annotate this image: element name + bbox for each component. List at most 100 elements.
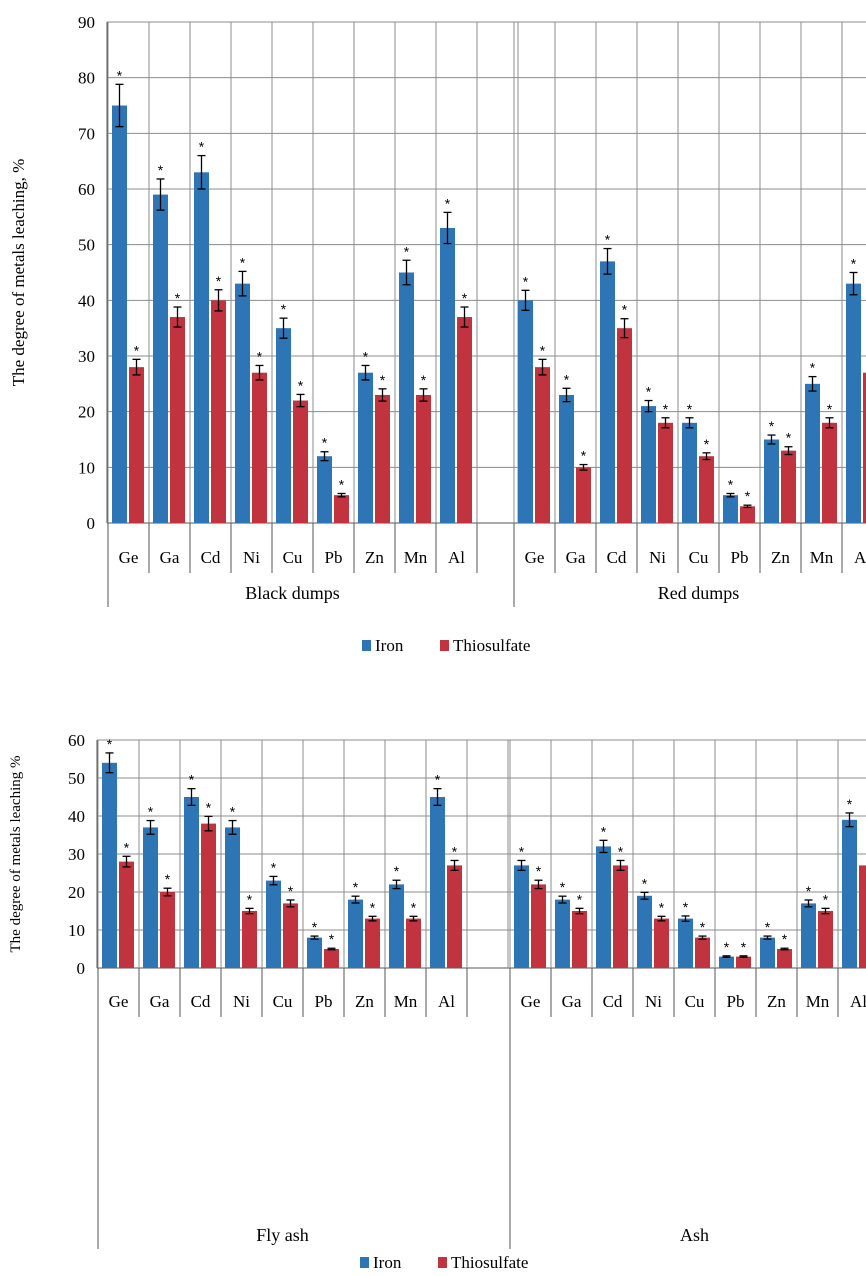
category-label: Cu [273,992,293,1011]
category-label: Cd [603,992,623,1011]
category-label: Mn [404,548,428,567]
category-label: Cd [607,548,627,567]
y-tick-label: 60 [78,180,95,199]
legend-swatch-thiosulfate [440,640,449,651]
significance-marker: * [605,232,611,248]
significance-marker: * [806,883,812,899]
bar-iron [430,797,445,968]
significance-marker: * [519,843,525,859]
significance-marker: * [322,435,328,451]
bar-thiosulfate [699,456,714,523]
significance-marker: * [380,372,386,388]
bar-thiosulfate [613,865,628,968]
category-label: Al [438,992,455,1011]
bar-iron [846,283,861,523]
significance-marker: * [124,839,130,855]
y-tick-label: 20 [78,403,95,422]
y-tick-label: 30 [78,347,95,366]
category-label: Pb [325,548,343,567]
significance-marker: * [230,804,236,820]
y-axis-title: The degree of metals leaching % [8,756,24,953]
bar-iron [760,937,775,968]
category-label: Mn [394,992,418,1011]
significance-marker: * [165,871,171,887]
category-label: Cd [201,548,221,567]
y-tick-label: 20 [68,883,85,902]
significance-marker: * [659,899,665,915]
significance-marker: * [581,448,587,464]
category-label: Pb [315,992,333,1011]
bar-thiosulfate [658,422,673,523]
bar-iron [518,300,533,523]
bar-iron [266,880,281,968]
significance-marker: * [288,883,294,899]
category-label: Cu [283,548,303,567]
significance-marker: * [728,476,734,492]
significance-marker: * [240,254,246,270]
bar-thiosulfate [447,865,462,968]
significance-marker: * [577,891,583,907]
significance-marker: * [206,799,212,815]
bar-thiosulfate [777,949,792,968]
bar-iron [600,261,615,523]
significance-marker: * [827,401,833,417]
bar-thiosulfate [375,394,390,523]
significance-marker: * [134,342,140,358]
significance-marker: * [618,843,624,859]
legend-label-thiosulfate: Thiosulfate [451,1253,528,1272]
bar-iron [184,797,199,968]
bar-thiosulfate [781,450,796,523]
bar-thiosulfate [324,949,339,968]
category-label: Ni [649,548,666,567]
y-tick-label: 50 [78,236,95,255]
significance-marker: * [339,476,345,492]
significance-marker: * [435,772,441,788]
bar-thiosulfate [293,400,308,523]
legend-label-thiosulfate: Thiosulfate [453,636,530,655]
bar-iron [348,899,363,968]
bar-thiosulfate [535,367,550,523]
significance-marker: * [601,823,607,839]
y-tick-label: 0 [77,959,86,978]
bar-iron [399,272,414,523]
y-tick-label: 10 [68,921,85,940]
bar-iron [682,422,697,523]
bar-thiosulfate [170,317,185,523]
significance-marker: * [199,139,205,155]
significance-marker: * [741,939,747,955]
category-label: Cu [689,548,709,567]
y-tick-label: 60 [68,731,85,750]
category-label: Ga [562,992,582,1011]
significance-marker: * [724,939,730,955]
bar-thiosulfate [211,300,226,523]
significance-marker: * [148,804,154,820]
category-label: Ni [645,992,662,1011]
y-tick-label: 50 [68,769,85,788]
category-label: Al [854,548,866,567]
significance-marker: * [564,371,570,387]
legend-swatch-iron [360,1257,369,1268]
significance-marker: * [312,919,318,935]
category-label: Ge [525,548,545,567]
significance-marker: * [700,919,706,935]
bar-thiosulfate [822,422,837,523]
significance-marker: * [175,290,181,306]
bar-iron [276,328,291,523]
y-tick-label: 40 [68,807,85,826]
bar-thiosulfate [406,918,421,968]
significance-marker: * [394,863,400,879]
bar-iron [555,899,570,968]
group-label: Fly ash [256,1225,309,1245]
bar-iron [143,827,158,968]
significance-marker: * [704,436,710,452]
bar-iron [678,918,693,968]
bar-thiosulfate [654,918,669,968]
bar-thiosulfate [617,328,632,523]
significance-marker: * [765,919,771,935]
bar-thiosulfate [695,937,710,968]
bar-thiosulfate [576,467,591,523]
bar-thiosulfate [160,892,175,968]
significance-marker: * [452,843,458,859]
bar-iron [514,865,529,968]
